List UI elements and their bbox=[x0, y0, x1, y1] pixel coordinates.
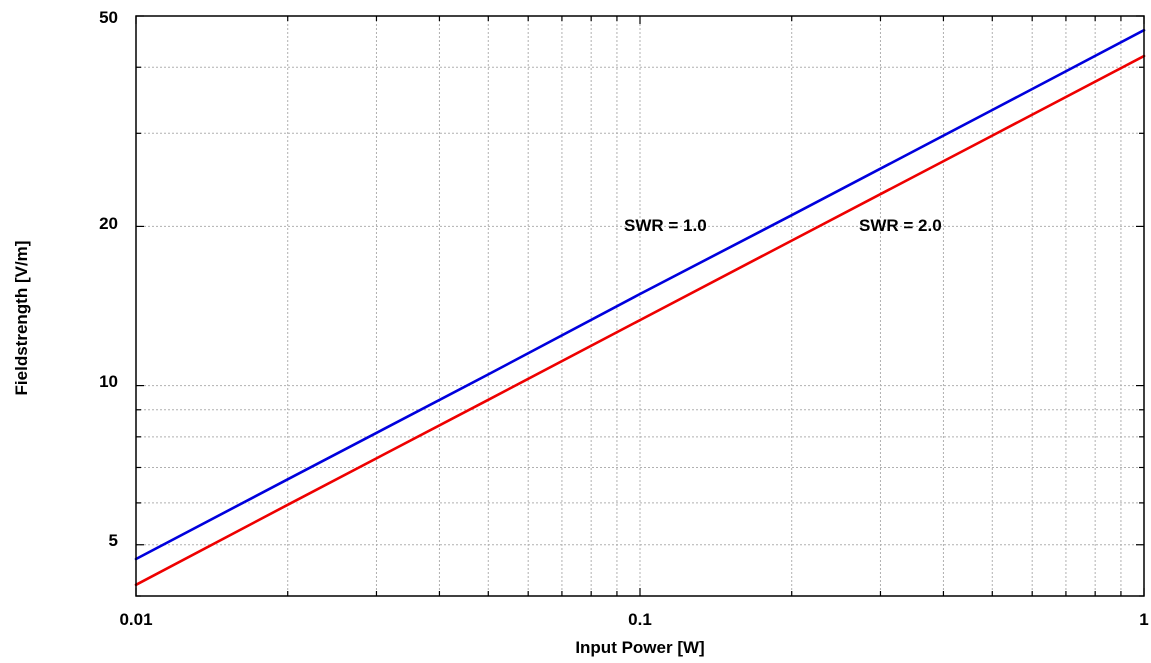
y-tick-label-20: 20 bbox=[99, 214, 118, 233]
series-line-1 bbox=[134, 28, 1146, 561]
y-axis-label: Fieldstrength [V/m] bbox=[12, 241, 31, 396]
tick-marks bbox=[135, 15, 1145, 597]
x-tick-label-0.1: 0.1 bbox=[628, 610, 652, 629]
x-tick-label-1: 1 bbox=[1139, 610, 1148, 629]
series-lines bbox=[134, 28, 1146, 587]
series-label-swr-2: SWR = 2.0 bbox=[859, 216, 942, 235]
series-label-swr-1: SWR = 1.0 bbox=[624, 216, 707, 235]
grid-lines bbox=[136, 16, 1144, 596]
series-line-2 bbox=[134, 54, 1146, 587]
y-tick-label-50: 50 bbox=[99, 8, 118, 27]
x-axis-label: Input Power [W] bbox=[575, 638, 704, 657]
y-tick-label-10: 10 bbox=[99, 372, 118, 391]
x-tick-label-0.01: 0.01 bbox=[119, 610, 152, 629]
y-tick-label-5: 5 bbox=[109, 531, 118, 550]
